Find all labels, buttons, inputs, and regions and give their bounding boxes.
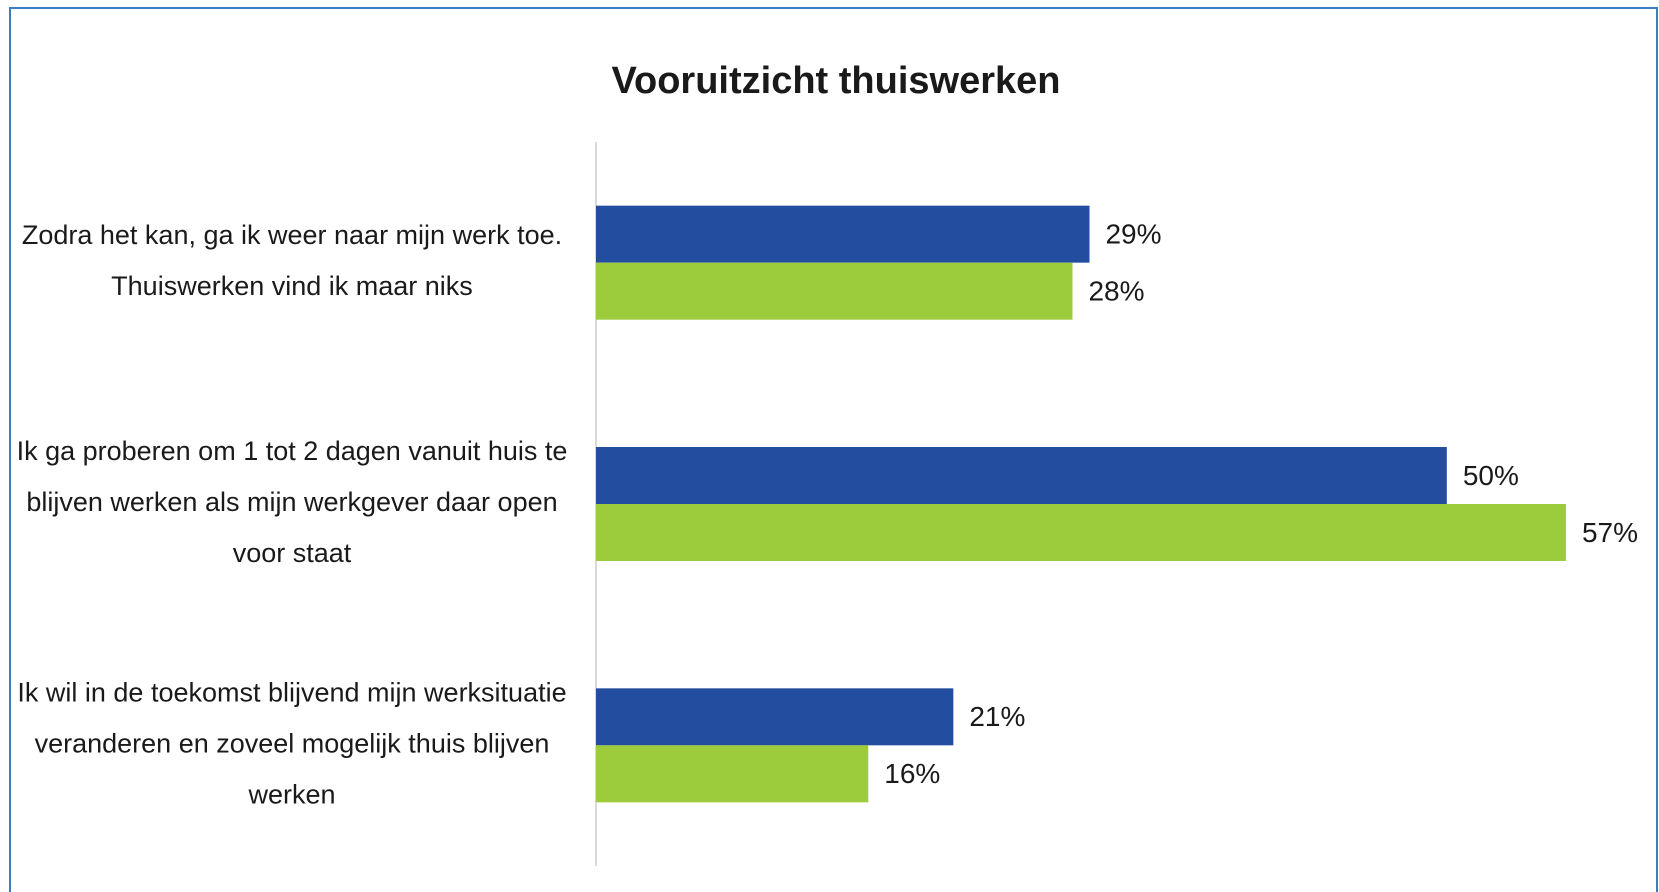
label-line: blijven werken als mijn werkgever daar o… [26,487,557,517]
bar [596,745,869,803]
y-tick-label: Ik wil in de toekomst blijvend mijn werk… [17,677,566,809]
y-tick-label: Zodra het kan, ga ik weer naar mijn werk… [22,220,562,301]
label-line: Ik ga proberen om 1 tot 2 dagen vanuit h… [17,436,568,466]
chart-title: Vooruitzicht thuiswerken [611,60,1060,102]
label-line: Zodra het kan, ga ik weer naar mijn werk… [22,220,562,250]
frame [9,7,1658,892]
value-label: 28% [1088,276,1144,307]
label-line: veranderen en zoveel mogelijk thuis blij… [35,728,550,758]
bar [596,688,954,746]
value-label: 21% [969,701,1025,732]
value-label: 29% [1105,219,1161,250]
label-line: Thuiswerken vind ik maar niks [111,271,473,301]
value-label: 57% [1582,517,1638,548]
label-line: werken [247,779,335,809]
value-label: 50% [1463,460,1519,491]
bar [596,205,1090,263]
y-tick-label: Ik ga proberen om 1 tot 2 dagen vanuit h… [17,436,568,568]
label-line: voor staat [233,538,352,568]
label-line: Ik wil in de toekomst blijvend mijn werk… [17,677,566,707]
bar [596,447,1447,504]
bar [596,262,1073,320]
value-label: 16% [884,758,940,789]
bar [596,504,1566,561]
